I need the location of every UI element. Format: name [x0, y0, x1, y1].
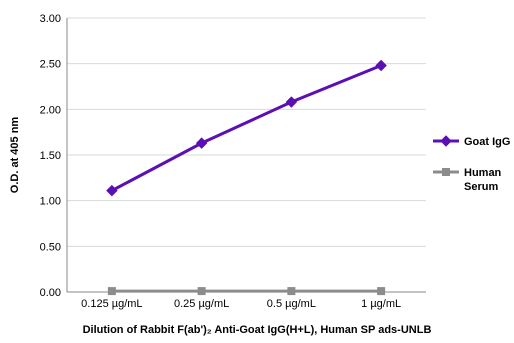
data-point-goat-igg — [106, 184, 118, 197]
x-tick-label: 1 µg/mL — [361, 298, 401, 310]
series-line-goat-igg — [111, 64, 382, 192]
y-axis-title: O.D. at 405 nm — [9, 117, 21, 194]
legend: Goat IgG Human Serum — [433, 135, 510, 193]
x-tick-label: 0.125 µg/mL — [81, 298, 142, 310]
data-point-human-serum — [107, 287, 116, 296]
gridlines — [67, 17, 426, 247]
series-human-serum — [107, 287, 386, 296]
data-point-human-serum — [377, 287, 386, 296]
data-point-goat-igg — [195, 137, 208, 149]
legend-swatch-marker — [440, 135, 452, 147]
data-point-goat-igg — [285, 96, 298, 108]
x-tick-labels: 0.125 µg/mL 0.25 µg/mL 0.5 µg/mL 1 µg/mL — [81, 298, 401, 310]
legend-item-goat-igg: Goat IgG — [433, 135, 510, 148]
x-tick-label: 0.5 µg/mL — [267, 298, 316, 310]
series — [106, 59, 387, 296]
y-tick-label: 1.50 — [40, 150, 61, 162]
y-tick-label: 2.00 — [40, 104, 61, 116]
y-tick-label: 0.50 — [40, 241, 61, 253]
legend-item-human-serum: Human Serum — [433, 167, 502, 193]
x-axis-title: Dilution of Rabbit F(ab')₂ Anti-Goat IgG… — [83, 324, 432, 336]
y-tick-label: 0.00 — [40, 287, 61, 299]
legend-swatch-marker — [442, 168, 450, 176]
legend-label: Human Serum — [464, 167, 502, 193]
y-tick-label: 1.00 — [40, 196, 61, 208]
x-tick-label: 0.25 µg/mL — [174, 298, 229, 310]
data-point-human-serum — [197, 287, 206, 296]
data-point-human-serum — [287, 287, 296, 296]
data-point-goat-igg — [375, 59, 387, 72]
legend-label: Goat IgG — [464, 136, 510, 148]
y-tick-label: 3.00 — [40, 13, 61, 25]
series-goat-igg — [106, 59, 387, 197]
y-tick-label: 2.50 — [40, 59, 61, 71]
y-tick-labels: 0.00 0.50 1.00 1.50 2.00 2.50 3.00 — [40, 13, 61, 299]
